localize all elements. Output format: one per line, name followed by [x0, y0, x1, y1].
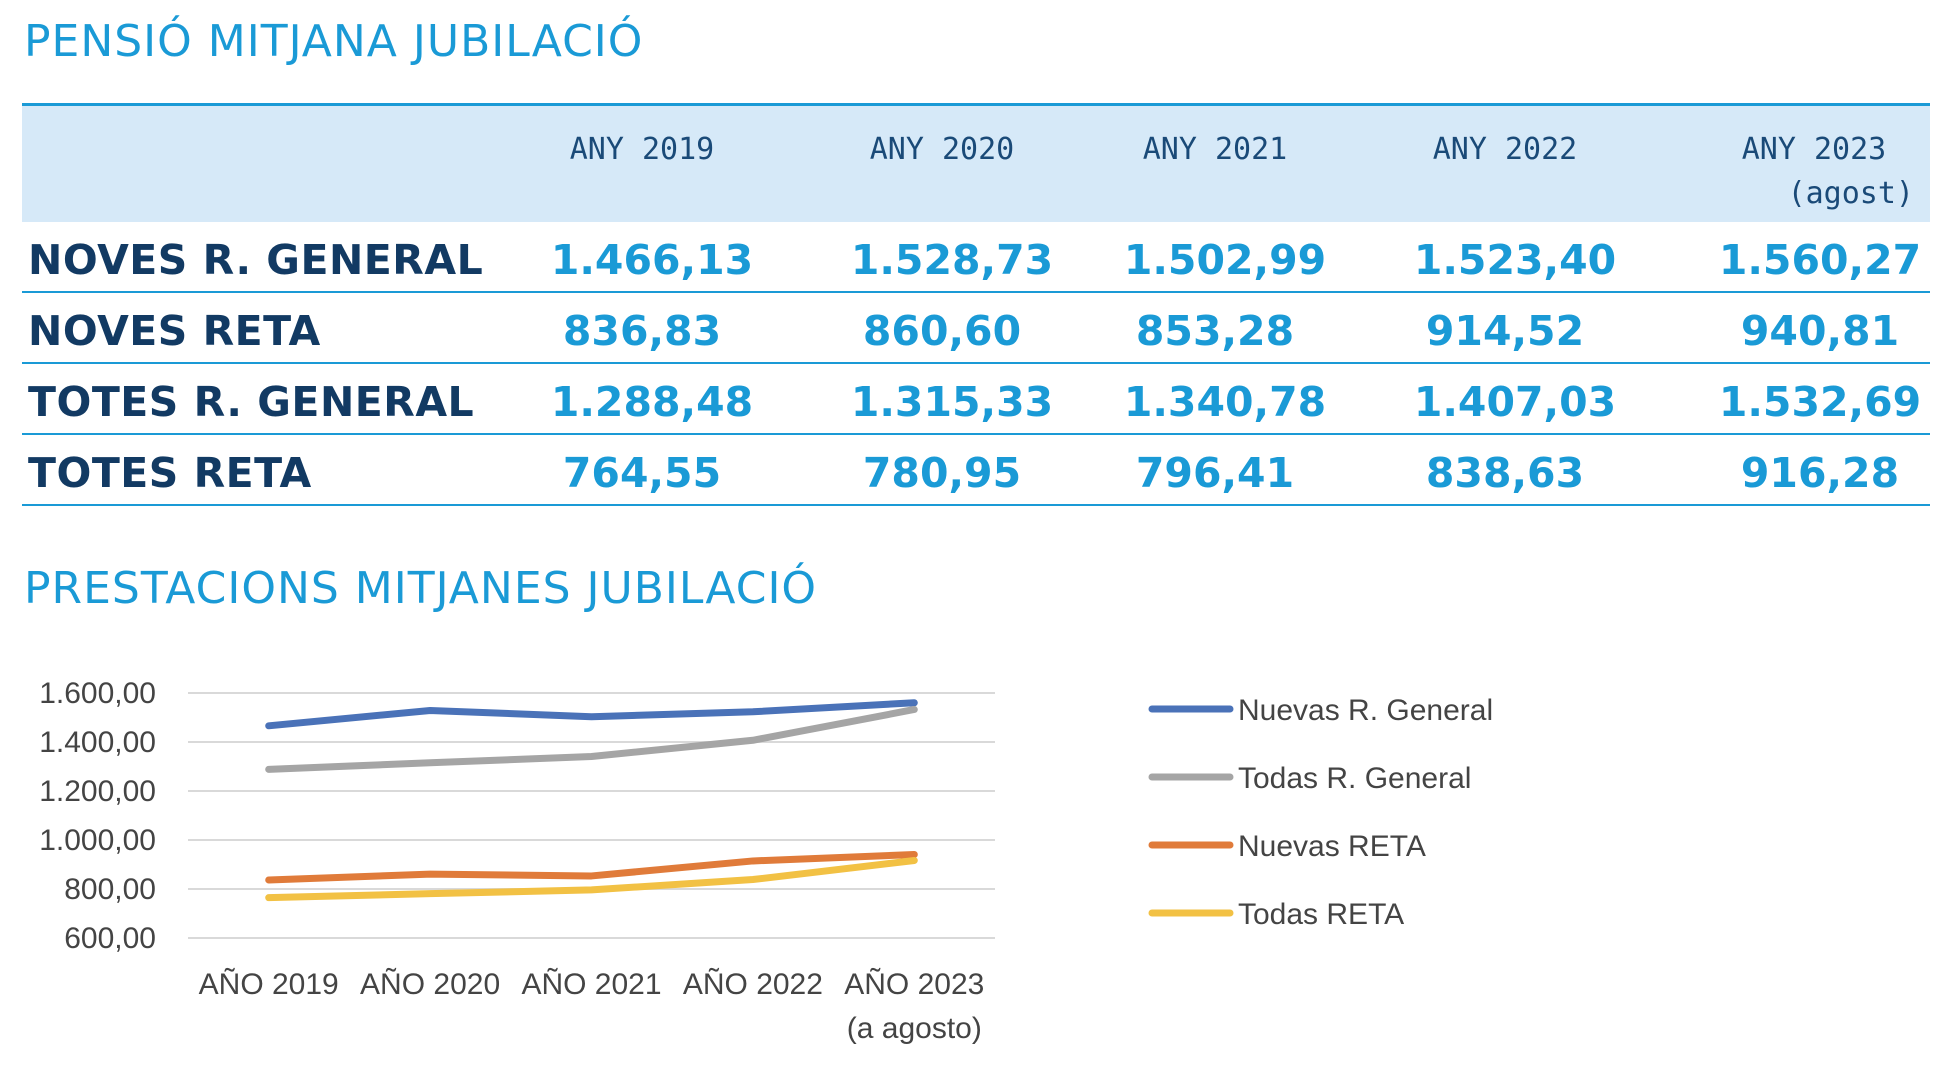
table-cell: 764,55	[562, 449, 722, 497]
header-2019: ANY 2019	[569, 132, 715, 167]
header-2021: ANY 2021	[1142, 132, 1288, 167]
table-cell: 780,95	[862, 449, 1022, 497]
table-cell: 1.340,78	[1123, 378, 1327, 426]
table-cell: 1.315,33	[850, 378, 1054, 426]
y-tick-label: 1.600,00	[39, 677, 156, 710]
table-cell: 1.288,48	[550, 378, 754, 426]
legend-label: Nuevas R. General	[1238, 694, 1493, 727]
table-cell: 914,52	[1425, 307, 1585, 355]
table-header: ANY 2019 ANY 2020 ANY 2021 ANY 2022 ANY …	[22, 103, 1930, 222]
legend-label: Todas RETA	[1238, 898, 1404, 931]
table-cell: 836,83	[562, 307, 722, 355]
legend-label: Nuevas RETA	[1238, 830, 1426, 863]
line-chart: 600,00 800,00 1.000,00 1.200,00 1.400,00 1.60…	[39, 677, 1493, 1045]
table-cell: 940,81	[1740, 307, 1900, 355]
header-2023: ANY 2023 (agost)	[1714, 128, 1914, 216]
table-row: TOTES R. GENERAL 1.288,48 1.315,33 1.340…	[22, 364, 1930, 435]
chart-title: PRESTACIONS MITJANES JUBILACIÓ	[24, 563, 818, 614]
table-cell: 1.560,27	[1718, 236, 1922, 284]
table-cell: 916,28	[1740, 449, 1900, 497]
x-tick-label: AÑO 2021	[521, 967, 661, 1001]
table-cell: 860,60	[862, 307, 1022, 355]
series-line	[265, 857, 918, 902]
table-cell: 838,63	[1425, 449, 1585, 497]
table-title: PENSIÓ MITJANA JUBILACIÓ	[24, 16, 644, 67]
row-label: TOTES R. GENERAL	[28, 378, 475, 426]
y-tick-label: 600,00	[64, 922, 156, 955]
table-row: NOVES R. GENERAL 1.466,13 1.528,73 1.502…	[22, 222, 1930, 293]
legend-label: Todas R. General	[1238, 762, 1471, 795]
row-label: TOTES RETA	[28, 449, 312, 497]
header-2023-label: ANY 2023	[1741, 132, 1887, 167]
header-2023-note: (agost)	[1787, 176, 1914, 211]
table-cell: 853,28	[1135, 307, 1295, 355]
y-tick-label: 800,00	[64, 873, 156, 906]
y-tick-label: 1.000,00	[39, 824, 156, 857]
table-row: TOTES RETA 764,55 780,95 796,41 838,63 9…	[22, 435, 1930, 506]
table-cell: 1.523,40	[1413, 236, 1617, 284]
header-2022: ANY 2022	[1432, 132, 1578, 167]
series-line	[265, 699, 918, 730]
x-tick-label: AÑO 2022	[683, 967, 823, 1001]
x-tick-label: AÑO 2019	[199, 967, 339, 1001]
pension-table: ANY 2019 ANY 2020 ANY 2021 ANY 2022 ANY …	[22, 103, 1930, 506]
x-tick-note: (a agosto)	[847, 1012, 982, 1045]
table-cell: 1.407,03	[1413, 378, 1617, 426]
table-cell: 1.528,73	[850, 236, 1054, 284]
table-cell: 796,41	[1135, 449, 1295, 497]
table-row: NOVES RETA 836,83 860,60 853,28 914,52 9…	[22, 293, 1930, 364]
row-label: NOVES R. GENERAL	[28, 236, 484, 284]
series-line	[265, 851, 918, 884]
x-tick-label: AÑO 2023	[844, 967, 984, 1001]
table-cell: 1.502,99	[1123, 236, 1327, 284]
header-2020: ANY 2020	[869, 132, 1015, 167]
y-tick-label: 1.400,00	[39, 726, 156, 759]
row-label: NOVES RETA	[28, 307, 321, 355]
table-cell: 1.466,13	[550, 236, 754, 284]
x-tick-label: AÑO 2020	[360, 967, 500, 1001]
table-cell: 1.532,69	[1718, 378, 1922, 426]
y-tick-label: 1.200,00	[39, 775, 156, 808]
series-line	[265, 705, 918, 773]
